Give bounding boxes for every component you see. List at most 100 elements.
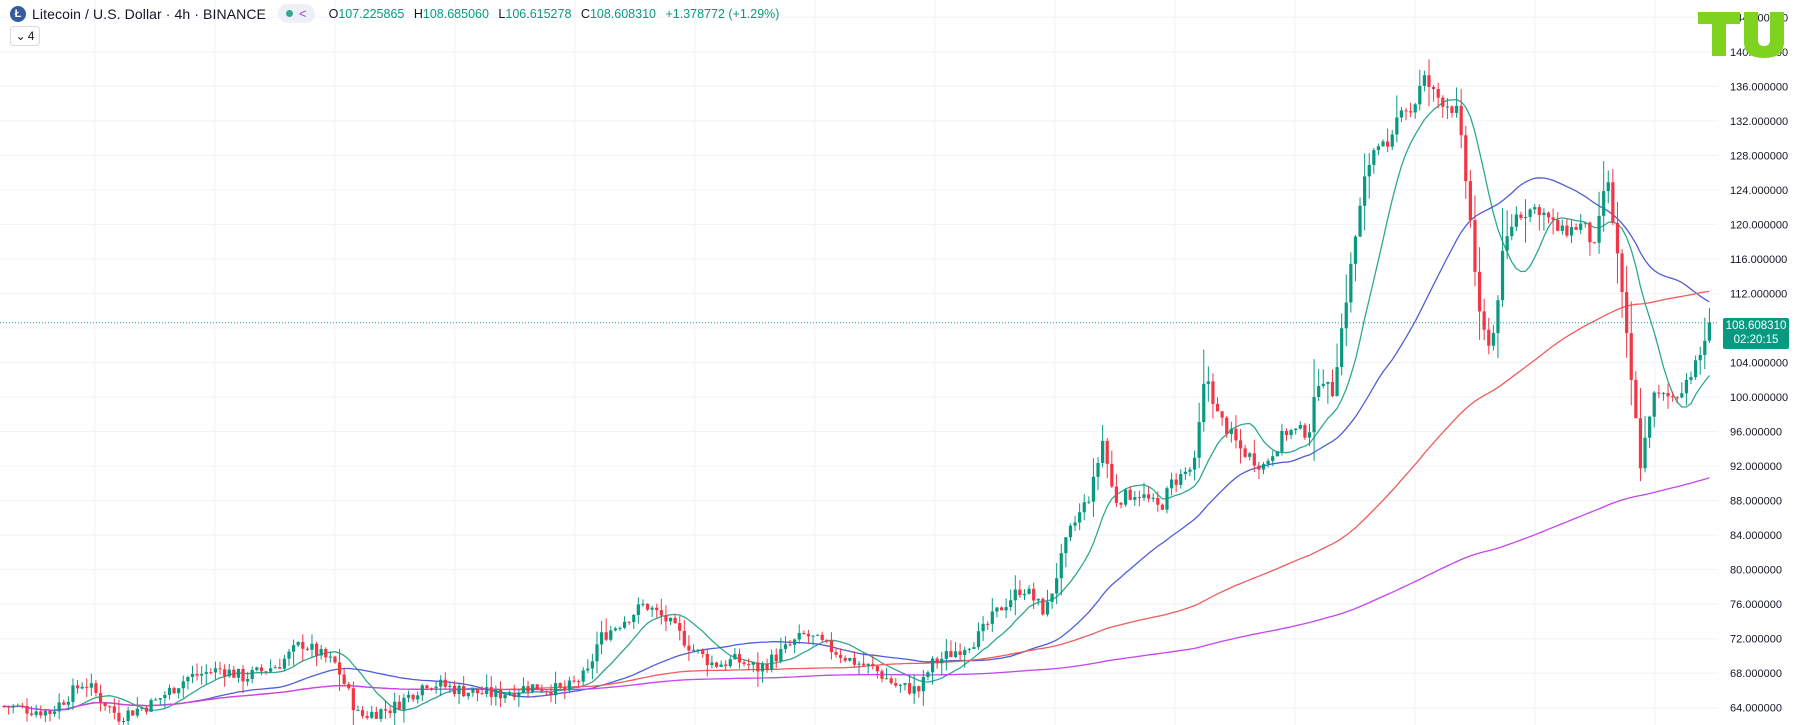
candle-body [1666,393,1670,397]
candle-body [154,699,158,701]
candle-body [425,685,429,689]
candle-body [434,686,438,689]
candle-body [793,639,797,645]
ma-line [3,177,1710,711]
candle-body [1009,600,1013,608]
candle-body [1091,476,1096,502]
candle-body [1372,150,1376,165]
candle-body [172,687,176,694]
candle-body [1556,219,1560,231]
candle-body [590,661,594,669]
candle-body [917,686,921,692]
candle-body [912,686,916,694]
candle-body [1073,522,1077,526]
candle-body [218,668,222,670]
candle-body [1643,437,1647,469]
candle-body [223,669,227,677]
candle-body [236,668,241,678]
candle-body [1551,217,1555,220]
candle-body [1124,489,1128,505]
candle-body [1137,497,1142,499]
candle-body [724,664,728,667]
symbol-title[interactable]: Litecoin / U.S. Dollar · 4h · BINANCE [32,5,266,22]
candle-body [1344,302,1348,329]
share-icon[interactable]: < [299,6,307,21]
candle-body [618,627,622,629]
candle-body [664,615,668,622]
candle-body [747,664,751,666]
chart-grid [0,0,1718,725]
candle-body [875,666,879,672]
candle-body [990,611,994,624]
candle-body [701,649,705,655]
candle-body [379,709,383,719]
y-tick-label: 124.000000 [1730,185,1788,197]
candle-body [1491,333,1495,346]
open-value: 107.225865 [338,6,405,21]
candle-body [135,708,139,716]
candle-body [1114,486,1119,503]
candle-body [287,651,291,659]
candle-body [71,685,75,702]
candle-body [632,614,636,623]
indicators-toggle-button[interactable]: ⌄ 4 [10,26,40,46]
candle-body [328,656,332,658]
market-open-dot-icon [286,10,293,17]
chart-legend: Ł Litecoin / U.S. Dollar · 4h · BINANCE … [10,4,785,23]
candle-body [898,684,902,686]
candle-body [567,680,572,691]
candle-body [1059,553,1063,579]
candle-body [508,693,512,695]
y-tick-label: 88.000000 [1730,496,1782,508]
candle-body [1353,236,1358,264]
candle-body [1689,377,1693,380]
candle-body [388,710,392,714]
candle-body [158,698,162,700]
market-status-pill[interactable]: < [278,4,315,23]
candle-body [972,647,976,649]
candle-body [1510,226,1514,237]
candle-body [531,684,535,692]
candle-body [1261,464,1266,470]
candle-body [1266,460,1270,465]
candle-body [6,706,11,708]
ma-line [3,477,1710,711]
candle-body [259,667,264,672]
y-tick-label: 128.000000 [1730,150,1788,162]
candle-body [659,610,663,616]
current-price-badge: 108.608310 02:20:15 [1723,318,1789,349]
y-tick-label: 64.000000 [1730,703,1782,715]
candle-body [89,683,93,688]
candle-body [406,694,411,698]
candle-body [1496,300,1500,334]
candle-body [687,645,691,651]
candle-body [1146,494,1151,499]
candle-body [466,692,470,697]
candle-body [144,707,149,712]
candle-body [140,707,144,709]
candle-body [273,667,277,669]
candle-body [1634,379,1638,419]
candle-body [296,642,300,646]
candle-body [512,693,516,698]
candle-body [112,706,116,713]
candle-body [1036,598,1040,601]
candle-body [1592,242,1597,244]
candle-body [737,654,742,663]
candle-body [48,710,52,714]
candle-body [650,607,654,610]
candle-body [678,623,682,631]
candle-body [1565,225,1569,236]
candle-body [1707,322,1712,341]
candle-body [806,633,811,637]
candle-body [834,652,838,655]
candle-body [1473,220,1477,272]
candle-body [1335,367,1339,397]
candle-body [75,685,80,689]
candle-body [1326,381,1330,384]
candle-body [94,683,98,693]
candle-body [1234,428,1238,441]
candle-body [1648,416,1652,438]
candle-body [1418,85,1422,105]
